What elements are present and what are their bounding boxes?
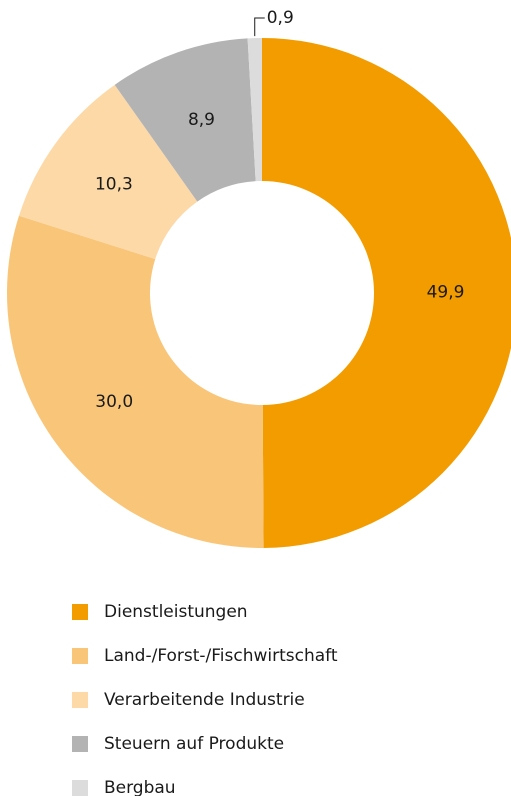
donut-slice (247, 38, 262, 182)
donut-slice (6, 215, 264, 549)
legend-label: Dienstleistungen (104, 602, 248, 622)
data-label: 49,9 (427, 282, 465, 302)
legend-swatch (72, 604, 88, 620)
legend-label: Bergbau (104, 778, 176, 796)
legend-label: Verarbeitende Industrie (104, 690, 305, 710)
legend-swatch (72, 736, 88, 752)
legend-label: Steuern auf Produkte (104, 734, 284, 754)
data-label: 30,0 (95, 392, 133, 412)
legend-swatch (72, 692, 88, 708)
donut-slice (18, 84, 198, 260)
legend-swatch (72, 648, 88, 664)
leader-line (254, 17, 265, 37)
data-label: 8,9 (188, 110, 215, 130)
data-label: 10,3 (95, 175, 133, 195)
donut-slice (114, 38, 256, 202)
donut-slice (262, 38, 511, 548)
legend-label: Land-/Forst-/Fischwirtschaft (104, 646, 338, 666)
legend-swatch (72, 780, 88, 796)
data-label: 0,9 (267, 8, 294, 28)
